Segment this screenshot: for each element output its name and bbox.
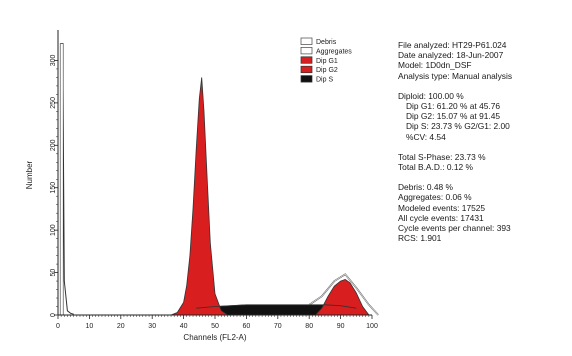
x-axis-title: Channels (FL2-A) (183, 333, 246, 342)
x-tick-label: 20 (117, 323, 125, 330)
all-cycle-events-text: All cycle events: 17431 (398, 212, 484, 223)
cv-text: %CV: 4.54 (406, 131, 446, 142)
y-tick-label: 250 (50, 97, 57, 109)
model-text: Model: 1D0dn_DSF (398, 60, 472, 71)
legend-swatch (300, 47, 313, 55)
dip-s-text: Dip S: 23.73 % G2/G1: 2.00 (406, 121, 510, 132)
legend-label: Debris (316, 39, 337, 46)
plot-area (59, 43, 379, 316)
series-aggregates-inner (309, 273, 379, 316)
legend-label: Aggregates (316, 48, 352, 55)
analysis-type-text: Analysis type: Manual analysis (398, 70, 513, 81)
legend-swatch (300, 56, 313, 64)
file-analyzed-text: File analyzed: HT29-P61.024 (398, 40, 507, 50)
date-analyzed-text: Date analyzed: 18-Jun-2007 (398, 50, 504, 61)
series-dip-g2 (314, 278, 370, 316)
x-tick-label: 60 (243, 323, 251, 330)
legend-label: Dip G2 (316, 67, 338, 74)
total-s-phase-text: Total S-Phase: 23.73 % (398, 151, 486, 162)
debris-text: Debris: 0.48 % (398, 182, 453, 193)
total-bad-text: Total B.A.D.: 0.12 % (398, 162, 473, 173)
x-tick-label: 50 (211, 323, 219, 330)
legend-swatch (300, 75, 313, 83)
y-tick-label: 200 (50, 139, 57, 151)
envelope-line (196, 304, 357, 309)
legend-swatch (300, 65, 313, 74)
y-tick-label: 0 (50, 313, 57, 317)
series-dip-g1 (170, 77, 229, 316)
y-axis-title: Number (25, 160, 34, 189)
x-tick-label: 10 (86, 323, 94, 330)
legend-swatch (300, 37, 313, 45)
analysis-stats-panel: File analyzed: HT29-P61.024 Date analyze… (398, 40, 570, 243)
dip-g1-text: Dip G1: 61.20 % at 45.76 (406, 101, 501, 112)
diploid-text: Diploid: 100.00 % (398, 90, 464, 101)
aggregates-text: Aggregates: 0.06 % (398, 192, 472, 203)
x-tick-label: 80 (305, 323, 313, 330)
legend-label: Dip G1 (316, 58, 338, 65)
x-tick-label: 100 (366, 323, 378, 330)
x-tick-label: 90 (337, 323, 345, 330)
axes: 0 10 20 30 40 50 60 70 80 90 100 0 50 100 150 200 250 300… (25, 30, 378, 342)
rcs-text: RCS: 1.901 (398, 233, 442, 244)
y-tick-label: 50 (50, 269, 57, 277)
y-tick-label: 100 (50, 224, 57, 236)
legend: Debris Aggregates Dip G1 Dip G2 Dip S (300, 37, 352, 84)
legend-label: Dip S (316, 77, 333, 84)
x-tick-label: 0 (56, 323, 60, 330)
debris-bar (59, 43, 64, 316)
y-tick-label: 150 (50, 182, 57, 194)
dip-g2-text: Dip G2: 15.07 % at 91.45 (406, 111, 501, 122)
x-tick-label: 30 (148, 323, 156, 330)
cycle-events-per-channel-text: Cycle events per channel: 393 (398, 223, 511, 234)
histogram-chart: 0 10 20 30 40 50 60 70 80 90 100 0 50 100 150 200 250 300… (25, 30, 379, 342)
x-tick-label: 40 (180, 323, 188, 330)
x-tick-label: 70 (274, 323, 282, 330)
modeled-events-text: Modeled events: 17525 (398, 202, 486, 213)
y-tick-label: 300 (50, 55, 57, 67)
